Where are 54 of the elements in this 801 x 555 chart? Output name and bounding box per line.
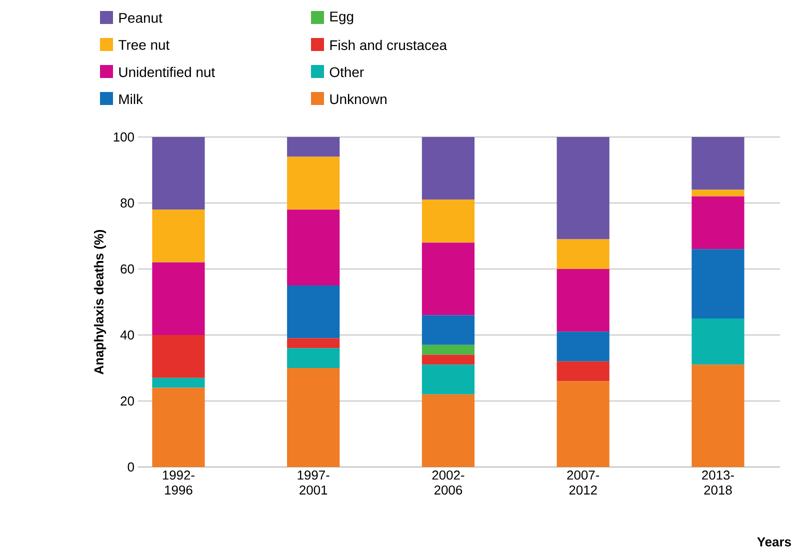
x-tick-label: 1997-2001 bbox=[298, 470, 330, 495]
bar bbox=[556, 381, 610, 467]
bar bbox=[287, 338, 340, 348]
bar bbox=[422, 344, 475, 355]
bar bbox=[692, 136, 744, 190]
bar bbox=[422, 200, 475, 243]
bar bbox=[287, 368, 340, 467]
bar bbox=[692, 364, 744, 467]
legend-label: Other bbox=[330, 66, 364, 78]
bar bbox=[692, 249, 744, 318]
bar bbox=[287, 156, 340, 210]
x-tick-label: 2013-2018 bbox=[702, 470, 734, 495]
bar bbox=[152, 388, 205, 467]
legend-label: Unknown bbox=[330, 94, 386, 104]
legend-label: Peanut bbox=[119, 13, 162, 23]
bar bbox=[422, 315, 475, 345]
y-tick-label: 100 bbox=[114, 132, 134, 142]
bar bbox=[152, 136, 205, 210]
x-tick-label: 2007-2012 bbox=[567, 470, 600, 495]
bar bbox=[556, 361, 610, 382]
bar bbox=[152, 334, 205, 378]
bar bbox=[422, 242, 475, 316]
bar bbox=[556, 239, 610, 269]
legend-label: Egg bbox=[330, 12, 354, 24]
y-tick-label: 60 bbox=[120, 264, 134, 274]
y-tick-label: 20 bbox=[120, 396, 134, 406]
bar bbox=[556, 332, 610, 362]
bar bbox=[692, 190, 744, 196]
bar bbox=[692, 318, 744, 365]
bar bbox=[152, 378, 205, 388]
bar bbox=[422, 354, 475, 365]
x-tick-label: 2002-2006 bbox=[432, 470, 464, 495]
legend-label: Tree nut bbox=[118, 40, 170, 50]
bar bbox=[152, 262, 205, 335]
bar bbox=[692, 196, 744, 250]
y-tick-label: 80 bbox=[120, 198, 134, 208]
bar bbox=[422, 364, 475, 394]
legend-label: Milk bbox=[119, 94, 144, 104]
y-axis-title: Anaphylaxis deaths (%) bbox=[94, 230, 106, 374]
bar bbox=[422, 136, 475, 200]
y-tick-label: 40 bbox=[120, 330, 134, 340]
y-tick-label: 0 bbox=[128, 462, 134, 472]
bar bbox=[556, 136, 610, 240]
bar bbox=[287, 136, 340, 157]
bar bbox=[287, 285, 340, 338]
bar bbox=[422, 394, 475, 467]
bar bbox=[152, 210, 205, 262]
legend-label: Unidentified nut bbox=[119, 66, 216, 78]
bar bbox=[556, 268, 610, 332]
x-axis-title: Years bbox=[757, 537, 791, 546]
bar bbox=[287, 210, 340, 286]
x-tick-label: 1992-1996 bbox=[162, 470, 194, 495]
bar bbox=[287, 348, 340, 368]
legend-label: Fish and crustacea bbox=[330, 40, 448, 50]
